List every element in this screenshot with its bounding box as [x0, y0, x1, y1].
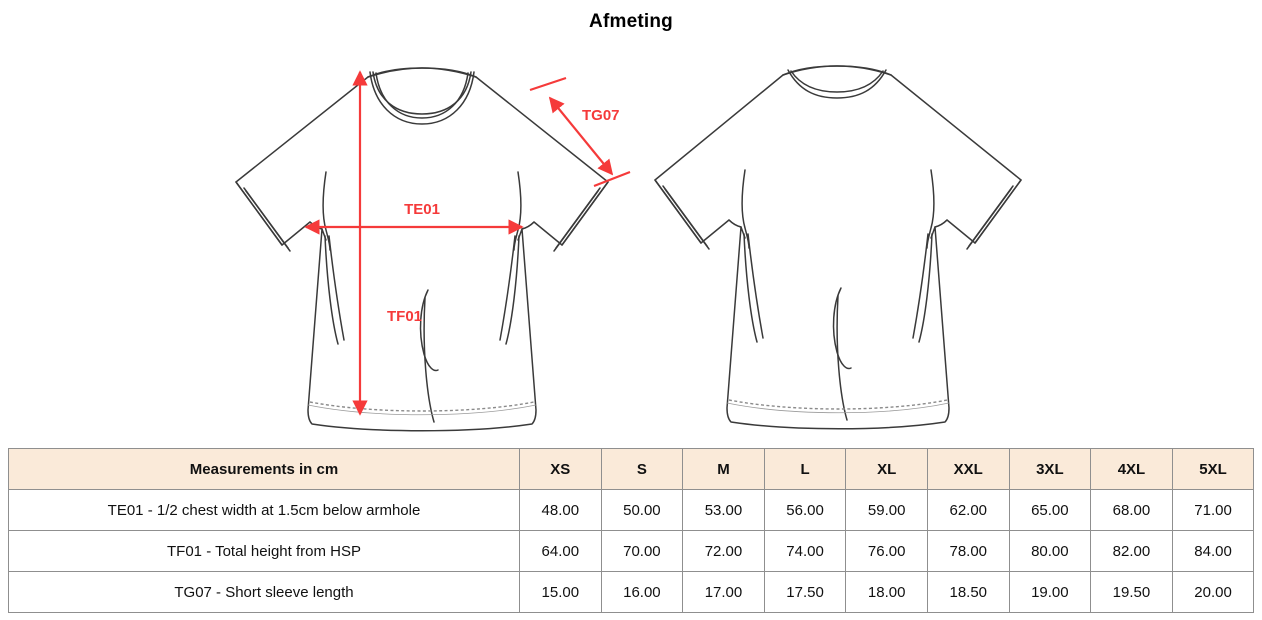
measurement-value: 71.00 [1171, 489, 1255, 531]
measurement-value: 78.00 [926, 530, 1010, 572]
hem-stitch-line [309, 401, 535, 412]
measurement-value: 64.00 [519, 530, 602, 572]
measurement-value: 84.00 [1171, 530, 1255, 572]
t-shirt-back-technical-drawing [654, 65, 1022, 430]
table-header-row: Measurements in cm XS S M L XL XXL 3XL 4… [8, 448, 1255, 490]
measurement-value: 19.50 [1090, 571, 1173, 613]
measurement-value: 19.00 [1008, 571, 1092, 613]
table-row: TG07 - Short sleeve length 15.00 16.00 1… [8, 571, 1255, 613]
column-header-3xl: 3XL [1008, 448, 1092, 490]
size-diagram: TE01 TF01 TG07 [0, 50, 1262, 440]
measurement-value: 50.00 [600, 489, 684, 531]
measurement-value: 48.00 [519, 489, 602, 531]
measurement-value: 72.00 [682, 530, 765, 572]
column-header-xxl: XXL [926, 448, 1010, 490]
measurement-value: 15.00 [519, 571, 602, 613]
page-title: Afmeting [589, 11, 673, 32]
measurement-value: 68.00 [1090, 489, 1173, 531]
measurement-value: 17.00 [682, 571, 765, 613]
table-row: TF01 - Total height from HSP 64.00 70.00… [8, 530, 1255, 572]
measurement-value: 18.50 [926, 571, 1010, 613]
annotation-tg07-arrow [529, 76, 631, 188]
column-header-xs: XS [519, 448, 602, 490]
column-header-5xl: 5XL [1171, 448, 1255, 490]
measurement-value: 76.00 [845, 530, 928, 572]
annotation-label-tf01: TF01 [387, 308, 422, 325]
measurement-value: 82.00 [1090, 530, 1173, 572]
size-chart-table: Measurements in cm XS S M L XL XXL 3XL 4… [8, 448, 1255, 613]
measurement-label: TF01 - Total height from HSP [8, 530, 520, 572]
measurement-value: 62.00 [926, 489, 1010, 531]
measurement-value: 17.50 [763, 571, 847, 613]
annotation-label-te01: TE01 [404, 201, 440, 218]
measurement-annotation-layer: TE01 TF01 TG07 [304, 70, 631, 416]
table-row: TE01 - 1/2 chest width at 1.5cm below ar… [8, 489, 1255, 531]
column-header-xl: XL [845, 448, 928, 490]
measurement-value: 56.00 [763, 489, 847, 531]
measurement-value: 59.00 [845, 489, 928, 531]
measurement-value: 80.00 [1008, 530, 1092, 572]
column-header-l: L [763, 448, 847, 490]
measurement-value: 74.00 [763, 530, 847, 572]
annotation-label-tg07: TG07 [582, 107, 620, 124]
hem-stitch-line [728, 399, 948, 410]
measurement-value: 18.00 [845, 571, 928, 613]
column-header-s: S [600, 448, 684, 490]
measurement-value: 70.00 [600, 530, 684, 572]
measurement-value: 20.00 [1171, 571, 1255, 613]
column-header-m: M [682, 448, 765, 490]
measurement-label: TG07 - Short sleeve length [8, 571, 520, 613]
measurement-value: 65.00 [1008, 489, 1092, 531]
column-header-description: Measurements in cm [8, 448, 520, 490]
column-header-4xl: 4XL [1090, 448, 1173, 490]
measurement-value: 16.00 [600, 571, 684, 613]
measurement-label: TE01 - 1/2 chest width at 1.5cm below ar… [8, 489, 520, 531]
size-chart-table-container: Measurements in cm XS S M L XL XXL 3XL 4… [8, 448, 1255, 613]
measurement-value: 53.00 [682, 489, 765, 531]
